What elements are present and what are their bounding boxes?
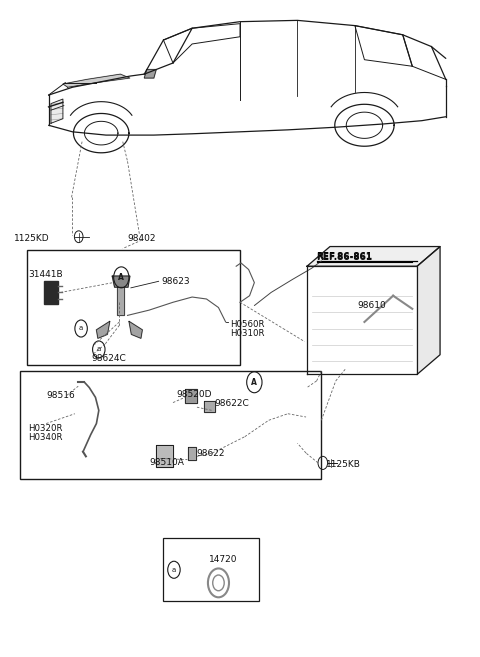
Bar [20, 371, 322, 480]
Polygon shape [188, 447, 196, 460]
Text: A: A [119, 273, 124, 282]
Text: a: a [96, 346, 101, 352]
Text: a: a [79, 325, 83, 332]
Text: 14720: 14720 [209, 555, 238, 564]
Polygon shape [44, 281, 58, 304]
Text: H0560R: H0560R [230, 320, 265, 329]
Polygon shape [51, 99, 63, 124]
Text: 98622C: 98622C [215, 399, 250, 409]
Text: REF.86-861: REF.86-861 [317, 253, 372, 262]
Polygon shape [63, 74, 130, 87]
Text: 98624C: 98624C [92, 354, 126, 363]
Text: A: A [252, 378, 257, 387]
Bar [27, 250, 240, 365]
Polygon shape [129, 321, 143, 338]
Polygon shape [417, 246, 440, 374]
Polygon shape [144, 70, 156, 78]
Text: H0320R: H0320R [28, 424, 63, 433]
Polygon shape [112, 276, 130, 287]
Text: 98610: 98610 [357, 301, 386, 310]
Text: 1125KB: 1125KB [326, 461, 361, 469]
Text: REF.86-861: REF.86-861 [317, 252, 372, 261]
Text: 1125KD: 1125KD [14, 233, 50, 242]
Text: H0340R: H0340R [28, 433, 63, 442]
Text: 98520D: 98520D [177, 390, 212, 399]
Polygon shape [307, 246, 440, 266]
Text: H0310R: H0310R [230, 329, 265, 338]
Text: 98622: 98622 [196, 449, 225, 457]
Text: 98402: 98402 [128, 233, 156, 242]
Polygon shape [117, 287, 124, 315]
Polygon shape [204, 401, 215, 413]
Text: a: a [172, 567, 176, 573]
Bar [163, 538, 259, 600]
Text: 31441B: 31441B [28, 270, 63, 279]
Polygon shape [185, 390, 197, 403]
Polygon shape [96, 321, 110, 338]
Polygon shape [156, 445, 173, 468]
Text: 98516: 98516 [47, 391, 75, 400]
Text: 98623: 98623 [161, 277, 190, 286]
Text: 98510A: 98510A [149, 459, 184, 467]
